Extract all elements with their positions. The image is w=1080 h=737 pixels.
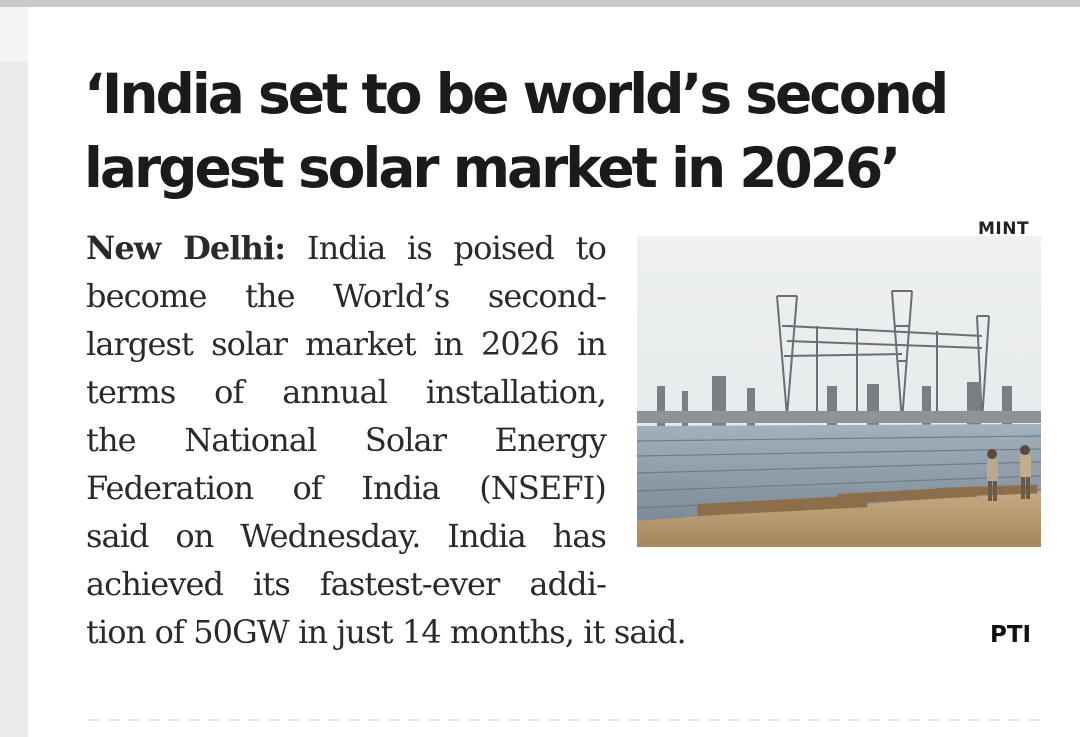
bottom-rule bbox=[88, 719, 1048, 721]
body-line-2: become the World’s second- bbox=[86, 277, 607, 315]
headline: ‘India set to be world’s second largest … bbox=[84, 57, 1044, 205]
body-line-1-text: India is poised to bbox=[306, 229, 607, 267]
top-strip bbox=[0, 0, 1080, 7]
body-line-9: tion of 50GW in just 14 months, it said. bbox=[86, 613, 687, 651]
solar-farm-image bbox=[637, 236, 1041, 547]
solar-farm-photo bbox=[637, 236, 1041, 547]
article: ‘India set to be world’s second largest … bbox=[28, 7, 1080, 737]
left-gutter bbox=[0, 62, 28, 737]
body-line-7: said on Wednesday. India has bbox=[86, 517, 607, 555]
dateline: New Delhi: bbox=[86, 229, 286, 267]
body-line-4: terms of annual installation, bbox=[86, 373, 607, 411]
headline-line-1: ‘India set to be world’s second bbox=[84, 62, 949, 126]
body-line-6: Federation of India (NSEFI) bbox=[86, 469, 607, 507]
body-line-8: achieved its fastest-ever addi- bbox=[86, 565, 607, 603]
body-line-1: New Delhi: India is poised to bbox=[86, 224, 607, 272]
article-body: New Delhi: India is poised to become the… bbox=[86, 224, 687, 656]
body-line-3: largest solar market in 2026 in bbox=[86, 325, 607, 363]
body-line-5: the National Solar Energy bbox=[86, 421, 607, 459]
photo-credit: MINT bbox=[978, 219, 1030, 239]
newspaper-clipping: ‘India set to be world’s second largest … bbox=[28, 7, 1080, 737]
headline-line-2: largest solar market in 2026’ bbox=[84, 136, 901, 200]
agency-credit: PTI bbox=[990, 622, 1032, 648]
